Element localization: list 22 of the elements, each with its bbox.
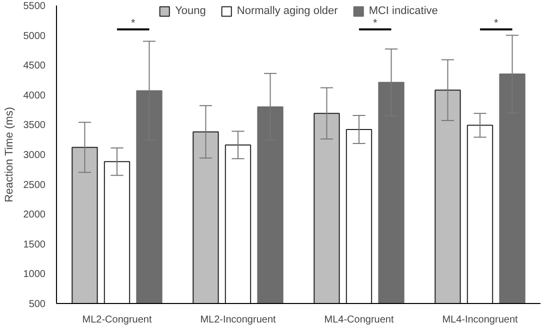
y-tick-label: 4500 bbox=[23, 60, 46, 72]
y-tick-label: 4000 bbox=[23, 90, 46, 102]
legend-label: Young bbox=[175, 5, 206, 17]
annotation: * bbox=[494, 17, 499, 30]
y-tick-label: 3000 bbox=[23, 150, 46, 161]
y-tick-label: 5000 bbox=[23, 30, 46, 42]
x-tick-label: ML4-Congruent bbox=[324, 314, 394, 326]
legend-label: MCI indicative bbox=[368, 5, 438, 17]
annotation: * bbox=[372, 17, 378, 30]
y-tick-label: 1500 bbox=[23, 239, 46, 250]
y-tick-label: 5500 bbox=[23, 1, 46, 12]
y-tick-label: 2500 bbox=[23, 180, 46, 191]
y-tick-label: 2000 bbox=[23, 210, 46, 221]
x-tick-label: ML4-Incongruent bbox=[442, 314, 518, 326]
legend-label: Normally aging older bbox=[236, 5, 338, 17]
y-tick-label: 1000 bbox=[23, 269, 46, 280]
x-tick-label: ML2-Incongruent bbox=[200, 314, 276, 326]
y-tick-label: 500 bbox=[28, 299, 46, 310]
y-tick-label: 3500 bbox=[23, 120, 46, 132]
annotation: * bbox=[130, 17, 136, 30]
y-axis-title: Reaction Time (ms) bbox=[3, 106, 16, 202]
x-tick-label: ML2-Congruent bbox=[82, 314, 152, 326]
